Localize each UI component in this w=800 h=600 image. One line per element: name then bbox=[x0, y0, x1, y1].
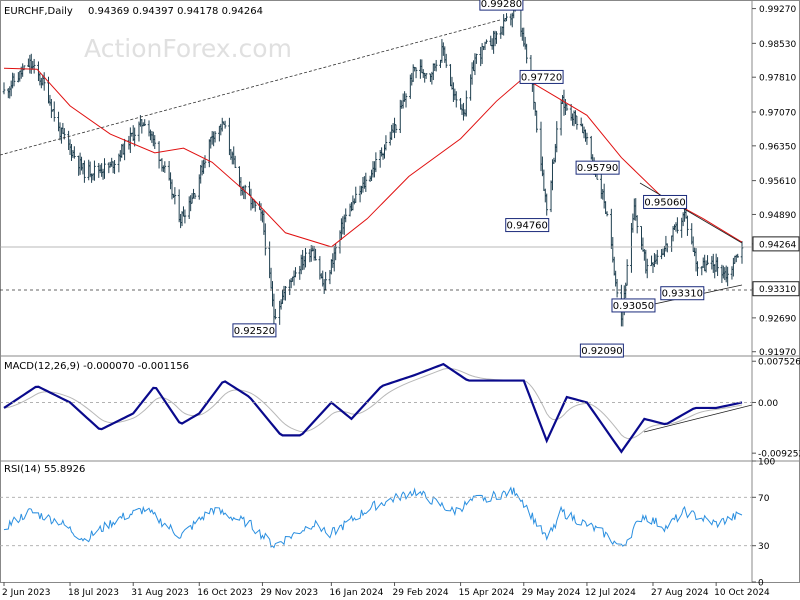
price-panel: 0.99280 0.97720 0.95790 0.95060 0.94760 0.925… bbox=[0, 0, 752, 358]
channel-trendline bbox=[0, 19, 501, 156]
time-axis-label: 10 Oct 2024 bbox=[714, 588, 770, 598]
time-axis-label: 29 Nov 2023 bbox=[260, 588, 318, 598]
swing-label-text: 0.93310 bbox=[662, 289, 703, 300]
swing-label-box bbox=[579, 343, 624, 358]
price-axis-label: 0.92690 bbox=[759, 314, 796, 324]
swing-label-text: 0.93050 bbox=[613, 301, 654, 312]
ohlc-values: 0.94369 0.94397 0.94178 0.94264 bbox=[88, 6, 263, 17]
swing-label-text: 0.94760 bbox=[507, 221, 548, 232]
time-axis-label: 16 Oct 2023 bbox=[197, 588, 253, 598]
rsi-title: RSI(14) 55.8926 bbox=[4, 464, 85, 475]
macd-line bbox=[3, 362, 743, 454]
time-axis-label: 29 May 2024 bbox=[522, 588, 581, 598]
price-axis-label: 0.99270 bbox=[759, 5, 796, 15]
swing-label-box bbox=[505, 218, 550, 233]
price-axis-label: 0.98530 bbox=[759, 40, 796, 50]
time-axis-label: 31 Aug 2023 bbox=[131, 588, 189, 598]
price-axis-label: 0.97070 bbox=[759, 108, 796, 118]
swing-label-box bbox=[519, 69, 564, 84]
swing-label-box bbox=[660, 286, 705, 301]
rsi-panel: RSI(14) 55.8926 bbox=[0, 464, 752, 549]
price-axis-label: 0.93310 bbox=[759, 285, 796, 295]
swing-label-text: 0.95060 bbox=[644, 197, 685, 208]
swing-label-text: 0.99280 bbox=[481, 0, 522, 10]
swing-label-box bbox=[479, 0, 524, 11]
swing-label-box bbox=[643, 194, 688, 209]
time-axis-label: 12 Jul 2024 bbox=[585, 588, 636, 598]
macd-axis-label: 0.007526 bbox=[758, 358, 800, 368]
rsi-axis-label: 100 bbox=[758, 458, 775, 468]
watermark: ActionForex.com bbox=[84, 34, 292, 63]
swing-label-box bbox=[232, 323, 277, 338]
macd-signal-line bbox=[3, 367, 743, 440]
rsi-line bbox=[3, 486, 743, 549]
price-axis-label: 0.94890 bbox=[759, 211, 796, 221]
rsi-axis-label: 0 bbox=[758, 579, 764, 589]
macd-axis-label: 0.00 bbox=[758, 399, 778, 409]
time-axis-label: 16 Jan 2024 bbox=[329, 588, 383, 598]
wedge-upper-trendline bbox=[639, 182, 743, 244]
price-axis-label: 0.91970 bbox=[759, 348, 796, 358]
swing-label-text: 0.97720 bbox=[521, 72, 562, 83]
price-axis-label: 0.94264 bbox=[759, 240, 796, 250]
price-bars bbox=[2, 0, 744, 327]
swing-label-text: 0.95790 bbox=[577, 163, 618, 174]
price-axis-label: 0.95610 bbox=[759, 177, 796, 187]
macd-trendline bbox=[643, 404, 753, 433]
current-price-marker bbox=[752, 236, 800, 252]
time-axis-label: 18 Jul 2023 bbox=[68, 588, 119, 598]
price-axis-label: 0.97810 bbox=[759, 74, 796, 84]
moving-average-line bbox=[3, 67, 743, 248]
swing-label-text: 0.92090 bbox=[581, 346, 622, 357]
rsi-axis-label: 70 bbox=[758, 494, 770, 504]
macd-panel: MACD(12,26,9) -0.000070 -0.001156 bbox=[0, 361, 753, 454]
swing-label-text: 0.92520 bbox=[234, 326, 275, 337]
swing-label-box bbox=[575, 160, 620, 175]
time-axis-label: 2 Jun 2023 bbox=[2, 588, 50, 598]
time-axis-label: 15 Apr 2024 bbox=[459, 588, 515, 598]
macd-title: MACD(12,26,9) -0.000070 -0.001156 bbox=[4, 361, 189, 372]
price-axis-label: 0.96350 bbox=[759, 142, 796, 152]
axis-layer: 0.99270 0.98530 0.97810 0.97070 0.96350 0.956… bbox=[2, 5, 800, 598]
support-price-marker bbox=[752, 281, 800, 297]
swing-label-box bbox=[611, 298, 656, 313]
macd-axis-label: -0.009252 bbox=[758, 450, 800, 460]
chart-title: EURCHF,Daily bbox=[4, 6, 73, 17]
time-axis-label: 29 Feb 2024 bbox=[393, 588, 449, 598]
time-axis-label: 27 Aug 2024 bbox=[651, 588, 709, 598]
swing-labels: 0.99280 0.97720 0.95790 0.95060 0.94760 0.925… bbox=[232, 0, 705, 358]
rsi-axis-label: 30 bbox=[758, 542, 770, 552]
